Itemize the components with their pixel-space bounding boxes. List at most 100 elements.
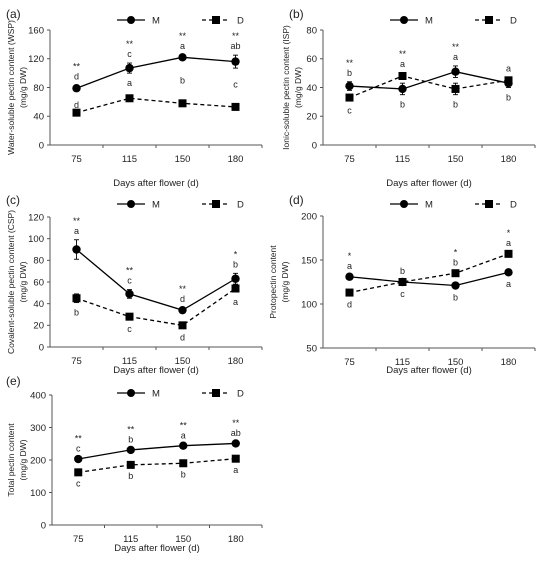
data-point-D [125,312,134,321]
significance-mark: ** [232,418,240,428]
significance-mark: * [454,247,458,257]
data-point-M [231,274,240,283]
series-line-D [76,97,236,114]
x-tick-label: 75 [344,357,355,368]
y-tick-label: 40 [33,112,44,123]
letter-M: b [506,93,511,103]
legend-marker-D [485,16,493,24]
data-point-M [345,81,354,91]
x-axis-title: Days after flower (d) [113,178,199,189]
legend-label-D: D [510,200,517,211]
data-point-M [178,305,187,315]
y-tick-label: 0 [39,342,44,353]
x-tick-label: 150 [175,356,191,367]
x-tick-label: 115 [123,534,138,545]
legend-label-D: D [237,16,244,27]
significance-mark: ** [126,266,134,276]
x-tick-label: 180 [501,357,517,368]
series-line-D [78,458,236,473]
y-tick-label: 0 [312,140,317,151]
y-axis-title: (mg/g DW) [18,67,28,108]
series-M [345,268,513,290]
legend-marker-M [400,16,408,24]
data-point-M [72,245,81,254]
series-line-D [349,253,509,294]
x-axis-title: Days after flower (d) [386,178,472,189]
letter-D: b [453,257,458,267]
y-tick-label: 0 [41,520,46,531]
letter-D: d [347,299,352,309]
letter-M: c [127,49,132,59]
y-axis-title: (mg/g DW) [18,439,28,480]
x-tick-label: 115 [395,357,410,368]
legend-marker-D [212,389,220,397]
y-axis-title: Ionic-soluble pectin content (ISP) [281,25,291,150]
legend-marker-M [127,389,135,397]
data-point-M [179,441,188,450]
x-tick-label: 115 [395,154,410,165]
letter-M: a [180,41,185,51]
data-point-D [398,278,407,286]
data-point-D [126,460,135,469]
legend-marker-D [212,200,220,208]
significance-mark: * [234,249,238,259]
y-axis-title: (mg/g DW) [18,261,28,302]
x-tick-label: 75 [71,154,82,165]
x-tick-label: 150 [175,534,191,545]
data-point-M [504,268,513,277]
significance-mark: ** [179,31,187,41]
series-M [72,53,240,93]
letter-D: c [127,324,132,334]
y-tick-label: 300 [30,423,46,434]
y-axis-title: (mg/g DW) [280,261,290,302]
x-tick-label: 75 [73,534,84,545]
y-tick-label: 80 [306,25,317,36]
data-point-M [125,63,134,73]
legend-label-M: M [152,389,160,400]
letter-D: b [74,308,79,318]
y-axis-title: Total pectin content [6,423,16,497]
x-tick-label: 75 [344,154,355,165]
letter-M: b [233,259,238,269]
significance-mark: ** [73,216,81,226]
x-tick-label: 180 [228,356,244,367]
panel-b: (b) 0 20 40 60 80 75 115 150 180 Days after flower… [281,7,536,189]
letter-D: a [127,78,132,88]
letter-M: b [400,100,405,110]
y-axis-title: Water-soluble pectin content (WSP) [6,20,16,155]
data-point-M [231,57,240,66]
significance-mark: ** [346,58,354,68]
data-point-D [451,269,460,278]
x-tick-label: 180 [501,154,517,165]
letter-D: b [181,470,186,480]
data-point-D [72,294,81,303]
y-tick-label: 200 [301,211,317,222]
letter-M: ab [231,428,241,438]
data-point-D [504,76,513,85]
legend-label-M: M [152,200,160,211]
legend-marker-D [485,200,493,208]
significance-mark: ** [180,420,188,430]
series-D [72,94,240,117]
significance-mark: ** [127,425,135,435]
letter-D: c [233,79,238,89]
panel-e: (e) 0 100 200 300 400 75 115 150 180 Days after fl… [6,374,263,554]
y-tick-label: 400 [30,390,46,401]
y-tick-label: 0 [39,140,44,151]
significance-mark: ** [73,61,81,71]
letter-M: a [347,261,352,271]
data-point-M [451,281,460,290]
panel-d: (d) 50 100 150 200 75 115 150 180 Days after flow… [268,193,536,376]
legend-label-M: M [152,16,160,27]
y-tick-label: 100 [301,299,317,310]
series-line-D [76,287,236,327]
series-line-M [78,442,236,460]
y-tick-label: 50 [306,343,317,354]
legend-label-M: M [425,16,433,27]
series-line-M [349,271,509,287]
y-axis-title: (mg/g DW) [293,67,303,108]
